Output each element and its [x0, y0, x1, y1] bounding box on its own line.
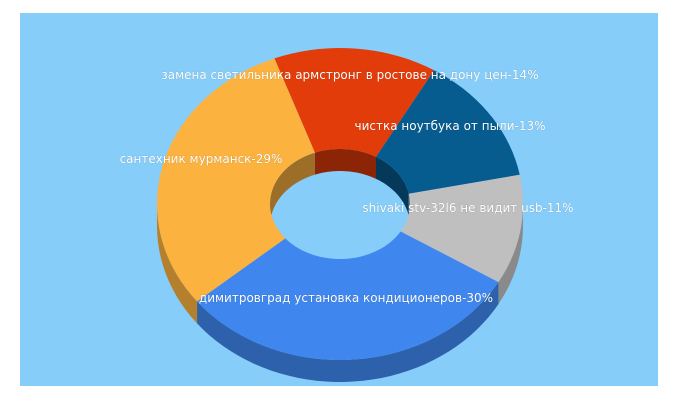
slice-inner-wall-1	[314, 149, 377, 179]
slice-label-1: замена светильника армстронг в ростове н…	[161, 68, 538, 82]
slice-label-4: димитровград установка кондиционеров-30%	[199, 291, 493, 305]
slice-inner-wall-5	[270, 152, 315, 226]
donut-sides	[157, 204, 523, 382]
slice-side-4	[197, 282, 499, 382]
slice-2[interactable]	[376, 70, 520, 194]
chart-panel: замена светильника армстронг в ростове н…	[20, 13, 658, 386]
slice-side-5	[157, 204, 198, 324]
slice-4[interactable]	[197, 231, 499, 360]
slice-label-2: чистка ноутбука от пыли-13%	[354, 119, 545, 133]
slice-inner-wall-2	[376, 156, 409, 216]
slice-1[interactable]	[274, 48, 435, 157]
slice-5[interactable]	[157, 58, 315, 302]
slice-label-5: сантехник мурманск-29%	[120, 152, 283, 166]
slice-label-3: shivaki stv-32l6 не видит usb-11%	[362, 201, 573, 215]
slice-side-3	[498, 204, 523, 305]
slice-labels: замена светильника армстронг в ростове н…	[119, 68, 574, 306]
slice-3[interactable]	[400, 174, 523, 283]
donut-tops	[157, 48, 523, 360]
donut-chart: замена светильника армстронг в ростове н…	[119, 48, 574, 382]
